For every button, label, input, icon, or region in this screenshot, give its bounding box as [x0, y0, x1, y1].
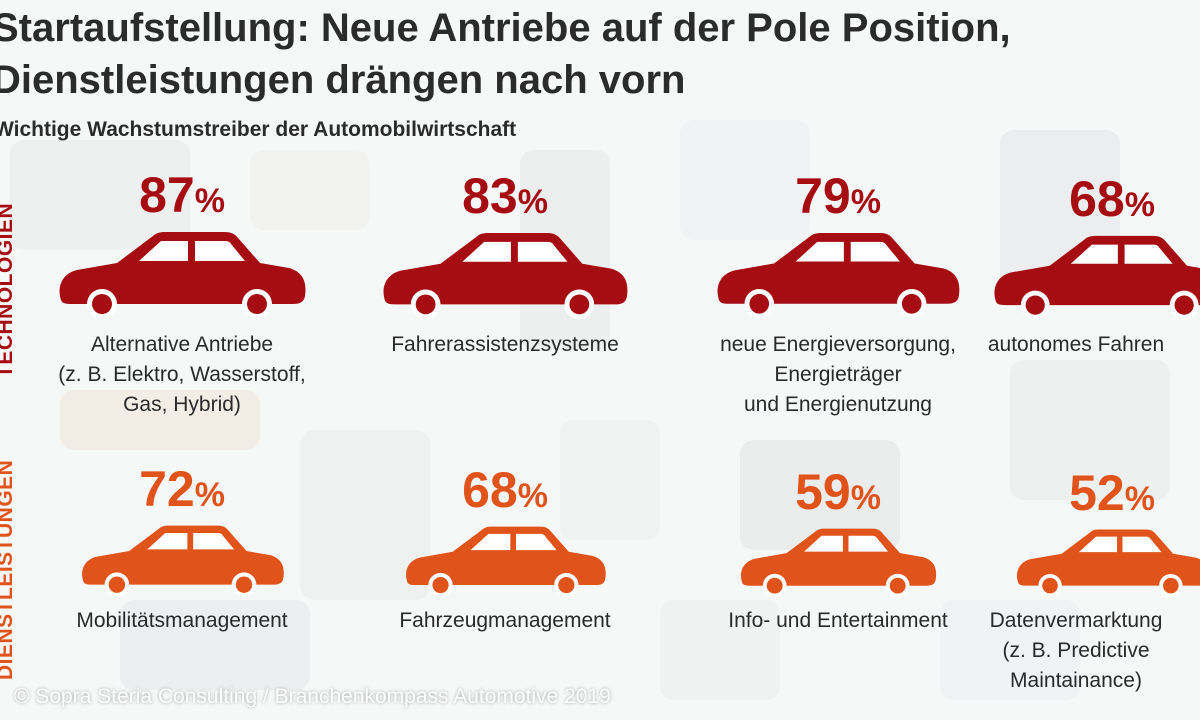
value-label: 83% — [462, 167, 548, 224]
car-mark — [57, 230, 307, 320]
row-label-dienstleistungen: DIENSTLEISTUNGEN — [0, 459, 17, 680]
category-label: neue Energieversorgung, Energieträger un… — [720, 333, 956, 416]
value-label: 79% — [795, 168, 881, 225]
category-label: Alternative Antriebe (z. B. Elektro, Was… — [58, 333, 306, 416]
value-label: 68% — [462, 461, 548, 518]
car-mark — [381, 231, 629, 320]
value-label: 72% — [139, 461, 225, 518]
category-label: autonomes Fahren — [987, 333, 1165, 356]
car-mark — [715, 231, 961, 320]
car-mark — [404, 525, 607, 598]
car-mark — [739, 527, 937, 598]
value-label: 68% — [1069, 170, 1155, 227]
chart-title: Startaufstellung: Neue Antriebe auf der … — [0, 6, 1011, 102]
car-mark — [1015, 528, 1200, 598]
value-label: 52% — [1069, 464, 1155, 521]
copyright-text: © Sopra Steria Consulting / Branchenkomp… — [14, 685, 611, 708]
value-label: 87% — [139, 167, 225, 223]
row-label-technologien: TECHNOLOGIEN — [0, 202, 17, 378]
category-label: Fahrerassistenzsysteme — [391, 333, 619, 356]
category-label: Info- und Entertainment — [728, 609, 948, 632]
chart-subtitle: Wichtige Wachstumstreiber der Automobilw… — [0, 118, 517, 141]
category-label: Datenvermarktung (z. B. Predictive Maint… — [989, 609, 1163, 692]
car-mark — [992, 234, 1200, 320]
category-label: Fahrzeugmanagement — [399, 609, 611, 632]
category-label: Mobilitätsmanagement — [76, 609, 288, 632]
value-label: 59% — [795, 463, 881, 520]
car-mark — [80, 524, 285, 598]
